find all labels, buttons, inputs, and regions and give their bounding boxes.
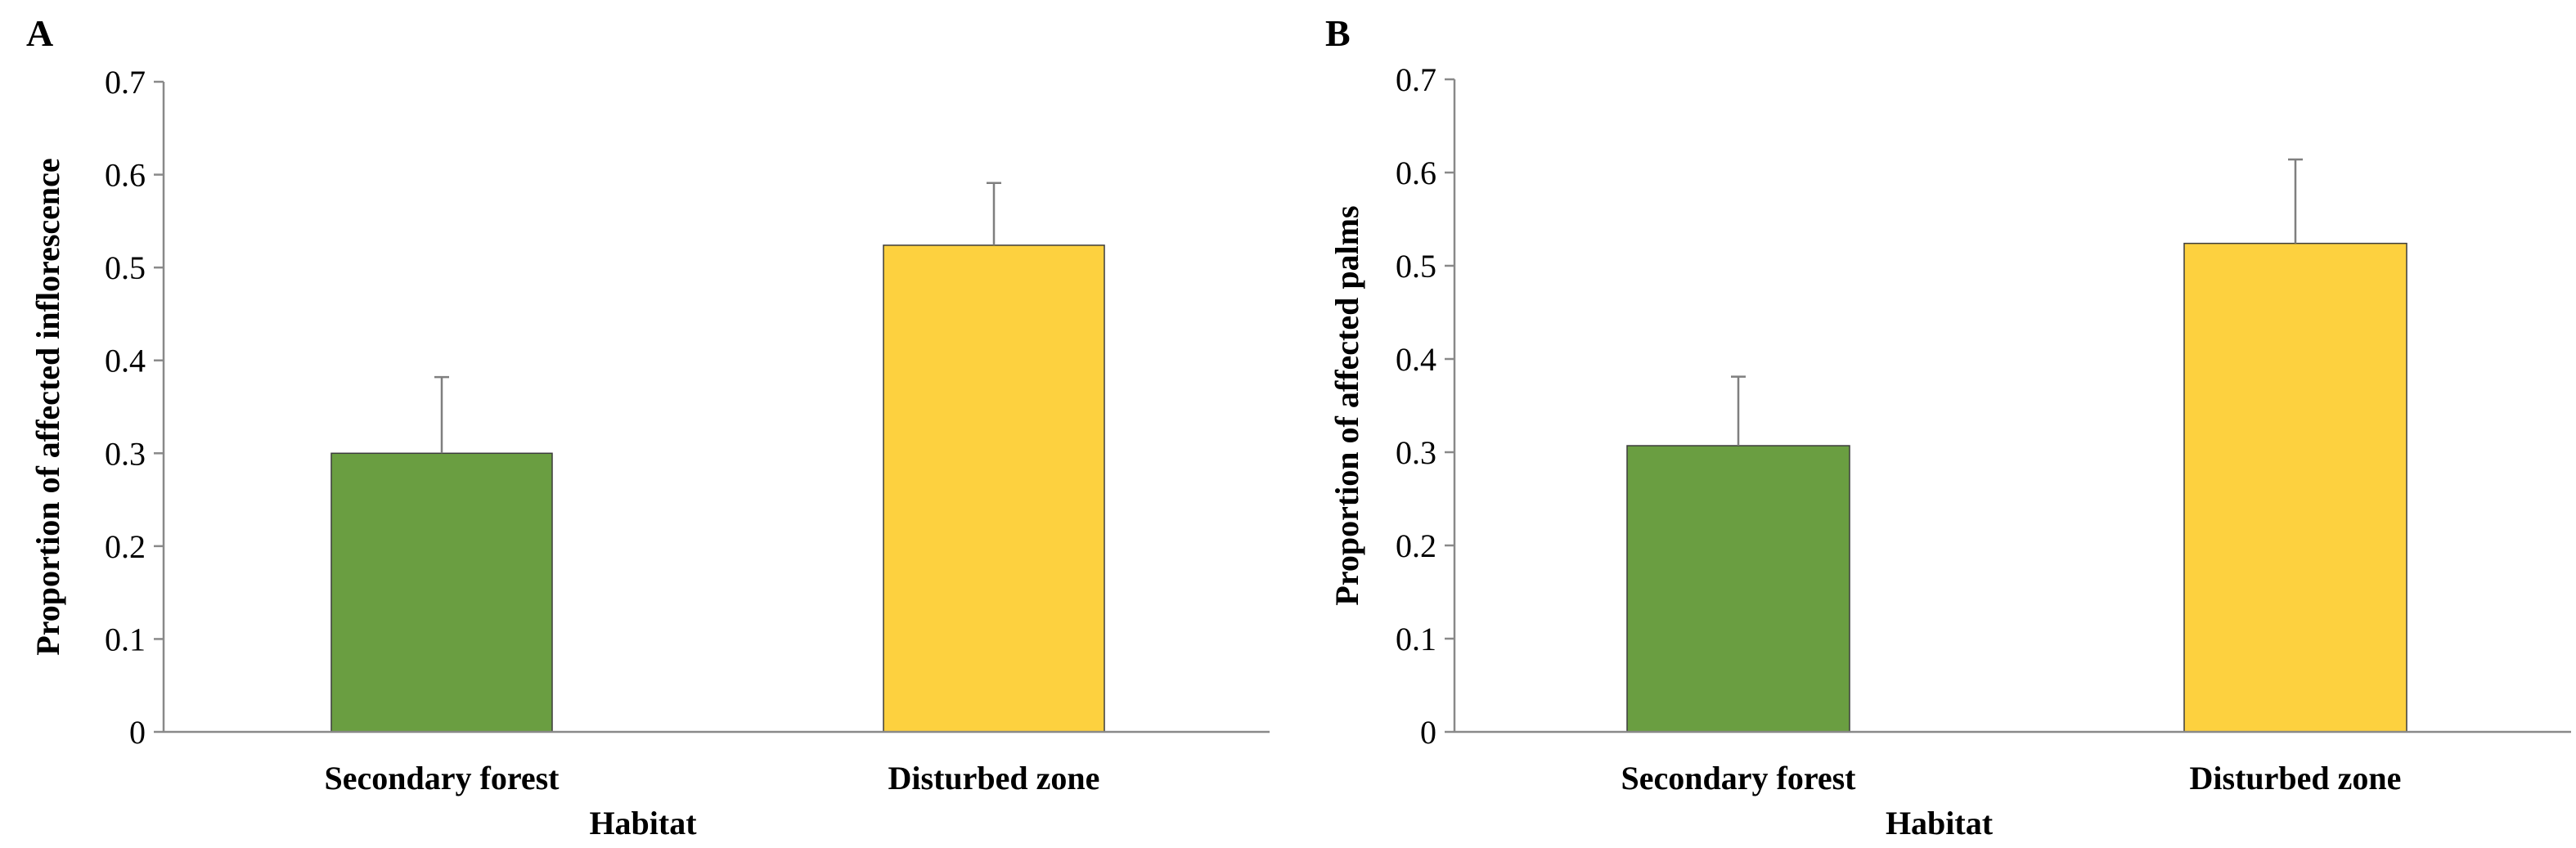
y-tick-label-b-1: 0.1 [1396,621,1436,657]
y-tick-label-b-4: 0.4 [1396,341,1436,378]
y-tick-label-a-3: 0.3 [105,435,146,472]
y-tick-label-a-7: 0.7 [105,64,146,101]
chart-panel-a: A 0 0.1 0.2 0.3 0.4 0.5 0.6 0.7 Secondary forest… [26,12,1270,841]
y-tick-label-a-2: 0.2 [105,528,146,565]
error-bar-b-1 [1731,375,1746,446]
y-tick-label-b-0: 0 [1420,714,1436,751]
category-label-b-1: Secondary forest [1621,760,1857,796]
bar-b-1 [1626,445,1850,733]
error-bar-a-1 [434,375,449,454]
y-tick-label-a-1: 0.1 [105,621,146,657]
y-axis-title-a: Proportion of affected inflorescence [29,158,66,655]
x-axis-title-a: Habitat [589,805,697,841]
error-bar-a-2 [987,182,1001,245]
bar-a-1 [330,452,553,733]
x-axis-title-b: Habitat [1886,805,1994,841]
y-tick-label-b-7: 0.7 [1396,61,1436,98]
y-tick-label-b-6: 0.6 [1396,155,1436,191]
y-tick-label-b-3: 0.3 [1396,434,1436,471]
y-tick-label-a-0: 0 [129,714,146,751]
panel-letter-b: B [1325,12,1351,54]
y-tick-label-a-5: 0.5 [105,249,146,286]
category-label-a-1: Secondary forest [325,760,560,796]
error-bar-b-2 [2288,158,2303,244]
y-tick-label-a-4: 0.4 [105,343,146,379]
y-axis-title-b: Proportion of affected palms [1328,205,1365,605]
category-label-a-2: Disturbed zone [888,760,1100,796]
y-tick-label-a-6: 0.6 [105,157,146,194]
bar-b-2 [2183,242,2407,733]
y-tick-label-b-5: 0.5 [1396,248,1436,285]
panel-letter-a: A [26,12,53,54]
y-tick-label-b-2: 0.2 [1396,527,1436,564]
chart-panel-b: B 0 0.1 0.2 0.3 0.4 0.5 0.6 0.7 Secondary forest… [1325,12,2571,841]
bar-a-2 [883,245,1105,733]
category-label-b-2: Disturbed zone [2190,760,2402,796]
